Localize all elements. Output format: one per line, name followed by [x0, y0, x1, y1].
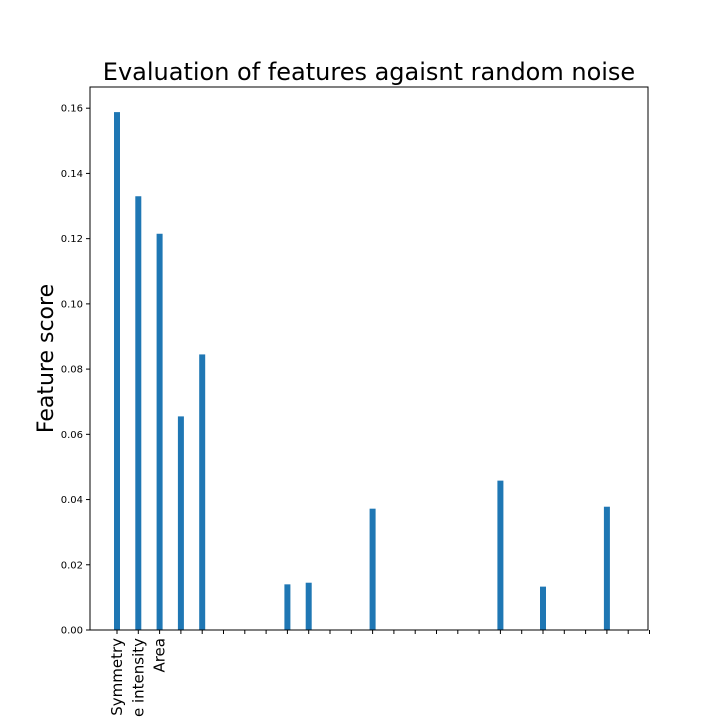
y-tick-label: 0.10	[61, 299, 83, 310]
y-tick-label: 0.02	[61, 560, 83, 571]
y-tick-label: 0.14	[61, 169, 83, 180]
bar-8	[284, 584, 291, 630]
bar-3	[177, 416, 184, 630]
y-tick-label: 0.04	[61, 495, 83, 506]
bar-0	[114, 112, 120, 631]
y-axis: 0.00 0.02 0.04 0.06 0.08 0.10 0.12 0.14 0.16	[61, 104, 90, 637]
y-axis-label: Feature score	[34, 284, 59, 433]
plot-frame	[89, 86, 649, 631]
y-tick-label: 0.00	[61, 626, 83, 637]
y-tick-label: 0.08	[61, 365, 83, 376]
y-tick-label: 0.16	[61, 104, 83, 115]
x-tick-label: e intensity	[129, 638, 147, 717]
bar-1	[135, 196, 142, 630]
bars-layer	[114, 112, 610, 631]
x-tick-label: Area	[151, 638, 169, 673]
x-tick-label: Symmetry	[108, 638, 126, 716]
bar-23	[603, 506, 610, 630]
y-tick-label: 0.06	[61, 430, 83, 441]
bar-12	[369, 508, 376, 630]
bar-2	[156, 233, 163, 630]
bar-9	[305, 582, 312, 630]
bar-18	[497, 480, 504, 630]
y-tick-label: 0.12	[61, 234, 83, 245]
bar-4	[199, 354, 206, 630]
bar-20	[540, 586, 546, 630]
chart-title: Evaluation of features agaisnt random no…	[103, 58, 635, 86]
x-axis: Symmetry e intensity Area	[108, 630, 650, 717]
